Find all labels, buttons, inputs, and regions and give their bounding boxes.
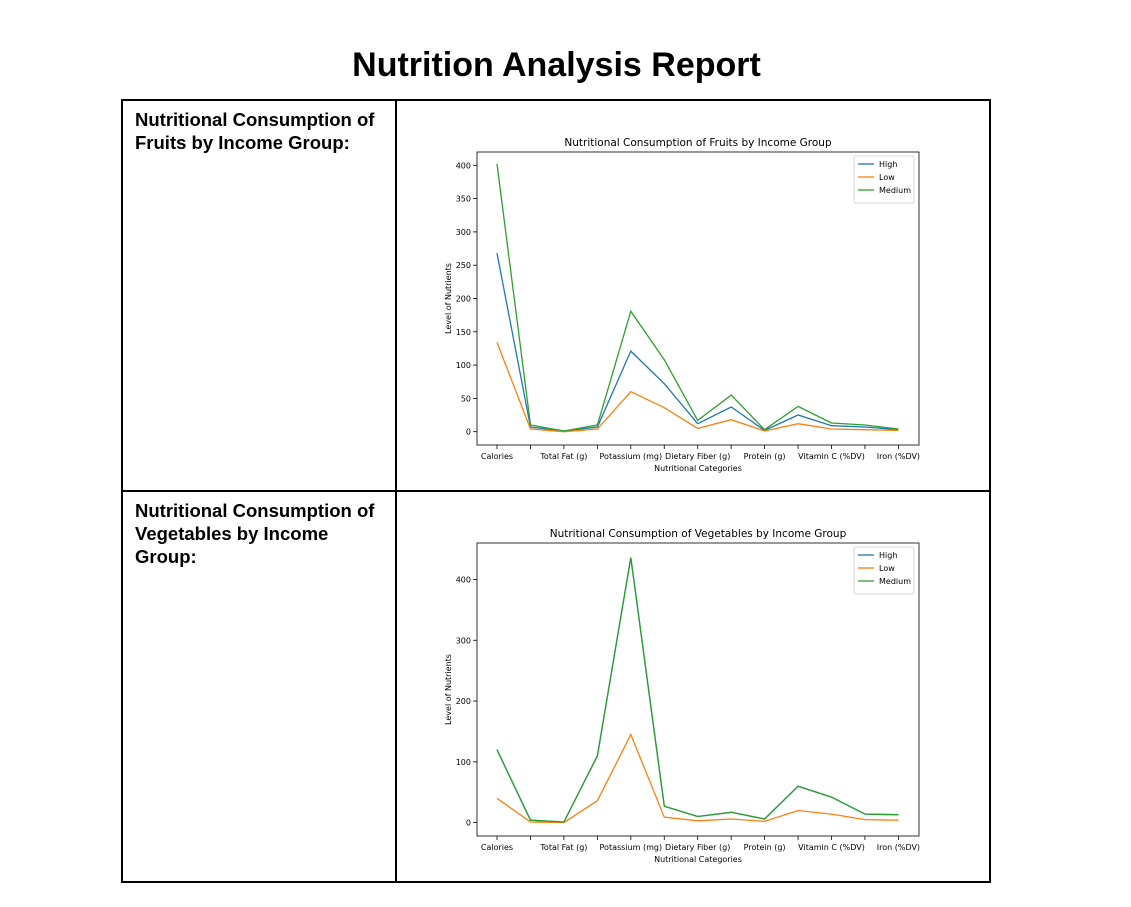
y-tick-label: 200	[456, 295, 471, 304]
x-tick-label: Calories	[481, 452, 513, 461]
x-tick-label: Iron (%DV)	[877, 452, 920, 461]
series-line-high	[496, 253, 899, 432]
y-tick-label: 50	[461, 394, 471, 403]
series-line-low	[496, 342, 899, 433]
vegetables-line-chart: Nutritional Consumption of Vegetables by…	[444, 528, 920, 864]
y-tick-label: 0	[466, 428, 471, 437]
x-axis-label: Nutritional Categories	[654, 855, 742, 864]
x-tick-label: Potassium (mg)	[600, 452, 663, 461]
chart-title: Nutritional Consumption of Vegetables by…	[550, 528, 847, 540]
x-tick-label: Protein (g)	[744, 452, 786, 461]
plot-frame	[476, 542, 920, 837]
x-tick-label: Total Fat (g)	[539, 843, 587, 852]
y-tick-label: 300	[456, 228, 471, 237]
y-tick-label: 0	[466, 819, 471, 828]
legend-label: Low	[879, 564, 895, 573]
row-label-cell: Nutritional Consumption of Fruits by Inc…	[121, 99, 397, 492]
chart-cell: Nutritional Consumption of Fruits by Inc…	[395, 99, 991, 492]
y-tick-label: 300	[456, 636, 471, 645]
y-tick-label: 400	[456, 575, 471, 584]
x-tick-label: Protein (g)	[744, 843, 786, 852]
x-tick-label: Dietary Fiber (g)	[665, 843, 730, 852]
row-label-cell: Nutritional Consumption of Vegetables by…	[121, 490, 397, 883]
series-line-low	[496, 732, 899, 824]
y-tick-label: 100	[456, 758, 471, 767]
x-tick-label: Vitamin C (%DV)	[798, 843, 865, 852]
legend-label: Low	[879, 173, 895, 182]
report-row-fruits: Nutritional Consumption of Fruits by Inc…	[121, 99, 991, 492]
y-tick-label: 400	[456, 161, 471, 170]
x-axis-label: Nutritional Categories	[654, 464, 742, 473]
series-line-medium	[496, 557, 899, 823]
y-tick-label: 250	[456, 261, 471, 270]
legend-box	[853, 546, 915, 595]
legend-label: High	[879, 551, 897, 560]
plot-frame	[476, 151, 920, 446]
y-tick-label: 350	[456, 195, 471, 204]
series-line-medium	[496, 163, 899, 432]
legend-label: High	[879, 160, 897, 169]
series-line-high	[496, 557, 899, 823]
x-tick-label: Potassium (mg)	[600, 843, 663, 852]
chart-cell: Nutritional Consumption of Vegetables by…	[395, 490, 991, 883]
legend-box	[853, 155, 915, 204]
chart-title: Nutritional Consumption of Fruits by Inc…	[564, 137, 832, 149]
legend-label: Medium	[879, 577, 911, 586]
report-title: Nutrition Analysis Report	[352, 46, 761, 84]
report-row-vegetables: Nutritional Consumption of Vegetables by…	[121, 490, 991, 883]
legend-label: Medium	[879, 186, 911, 195]
y-axis-label: Level of Nutrients	[444, 654, 453, 725]
y-tick-label: 150	[456, 328, 471, 337]
y-axis-label: Level of Nutrients	[444, 263, 453, 334]
row-label: Nutritional Consumption of Vegetables by…	[135, 500, 375, 567]
x-tick-label: Dietary Fiber (g)	[665, 452, 730, 461]
y-tick-label: 100	[456, 361, 471, 370]
report-table: Nutritional Consumption of Fruits by Inc…	[121, 99, 991, 883]
x-tick-label: Iron (%DV)	[877, 843, 920, 852]
y-tick-label: 200	[456, 697, 471, 706]
row-label: Nutritional Consumption of Fruits by Inc…	[135, 109, 375, 153]
x-tick-label: Calories	[481, 843, 513, 852]
fruits-line-chart: Nutritional Consumption of Fruits by Inc…	[444, 137, 920, 473]
x-tick-label: Total Fat (g)	[539, 452, 587, 461]
x-tick-label: Vitamin C (%DV)	[798, 452, 865, 461]
